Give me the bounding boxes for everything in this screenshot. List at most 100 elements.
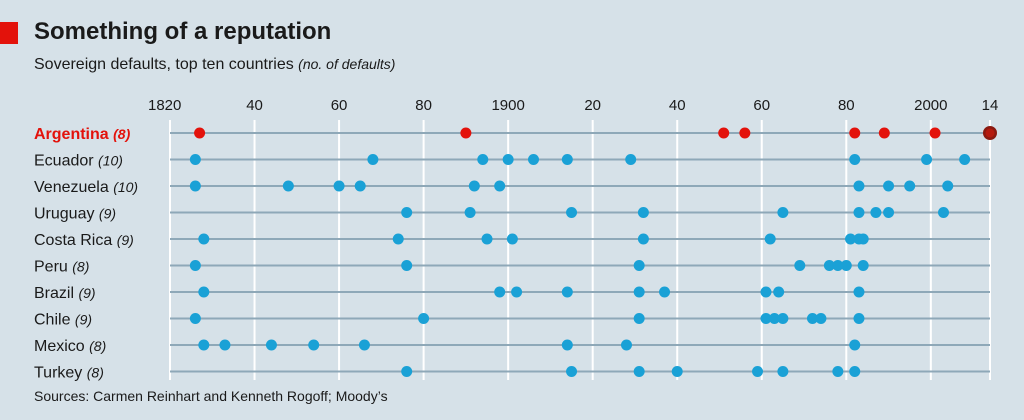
data-point xyxy=(354,180,366,192)
country-label: Turkey (8) xyxy=(34,365,104,382)
country-name: Brazil xyxy=(34,285,78,302)
data-point xyxy=(752,366,764,377)
gridlines xyxy=(169,120,991,380)
source-note: Sources: Carmen Reinhart and Kenneth Rog… xyxy=(34,388,388,404)
data-point xyxy=(857,260,869,271)
data-point xyxy=(883,207,895,218)
data-point xyxy=(198,233,210,245)
data-point xyxy=(189,180,201,192)
data-point xyxy=(853,286,865,298)
data-point xyxy=(760,286,772,298)
data-point xyxy=(849,154,861,165)
data-point xyxy=(566,366,578,377)
data-point xyxy=(194,127,206,139)
data-point xyxy=(853,207,865,218)
data-point xyxy=(637,233,649,245)
x-tick-label: 80 xyxy=(838,97,855,114)
country-labels: Argentina (8) Ecuador (10) Venezuela (10) U… xyxy=(34,126,138,382)
country-label: Venezuela (10) xyxy=(34,179,138,196)
data-point xyxy=(367,154,379,165)
row-lines xyxy=(170,132,990,373)
data-point xyxy=(849,339,861,351)
country-label: Ecuador (10) xyxy=(34,153,123,170)
x-tick-label: 60 xyxy=(753,97,770,114)
data-point xyxy=(857,233,869,245)
default-count: (9) xyxy=(75,312,92,328)
data-point xyxy=(481,233,493,245)
subtitle-text: Sovereign defaults, top ten countries xyxy=(34,56,294,73)
data-point xyxy=(739,127,751,139)
data-point xyxy=(464,207,476,218)
default-count: (9) xyxy=(99,206,116,222)
x-tick-label: 80 xyxy=(415,97,432,114)
data-point xyxy=(219,339,231,351)
data-point xyxy=(625,154,637,165)
data-point xyxy=(773,286,785,298)
brand-accent-bar xyxy=(0,22,18,44)
country-label: Argentina (8) xyxy=(34,126,131,143)
data-point xyxy=(198,339,210,351)
data-point xyxy=(870,207,882,218)
chart-subtitle: Sovereign defaults, top ten countries (n… xyxy=(34,56,395,74)
default-count: (9) xyxy=(117,232,134,248)
country-label: Chile (9) xyxy=(34,312,92,329)
default-count: (8) xyxy=(113,126,130,142)
data-point xyxy=(561,154,573,165)
data-point xyxy=(883,180,895,192)
data-point xyxy=(823,260,835,271)
data-point xyxy=(633,366,645,377)
data-point xyxy=(929,127,941,139)
data-point xyxy=(494,180,506,192)
country-name: Mexico xyxy=(34,338,89,355)
data-point xyxy=(764,233,776,245)
data-point xyxy=(358,339,370,351)
data-point xyxy=(401,366,413,377)
data-point xyxy=(561,286,573,298)
data-point xyxy=(637,207,649,218)
subtitle-unit: (no. of defaults) xyxy=(298,56,396,72)
data-point xyxy=(777,366,789,377)
data-point xyxy=(904,180,916,192)
data-point xyxy=(921,154,933,165)
data-point xyxy=(985,128,995,138)
data-point xyxy=(768,313,780,324)
chart-title: Something of a reputation xyxy=(34,18,332,45)
country-label: Mexico (8) xyxy=(34,338,106,355)
data-point xyxy=(506,233,518,245)
data-point xyxy=(633,286,645,298)
data-points xyxy=(189,126,997,377)
x-tick-label: 40 xyxy=(669,97,686,114)
data-point xyxy=(853,180,865,192)
data-point xyxy=(418,313,430,324)
x-tick-label: 2000 xyxy=(914,97,947,114)
data-point xyxy=(561,339,573,351)
data-point xyxy=(620,339,632,351)
data-point xyxy=(502,154,514,165)
data-point xyxy=(333,180,345,192)
country-name: Uruguay xyxy=(34,206,99,223)
data-point xyxy=(189,154,201,165)
data-point xyxy=(794,260,806,271)
x-tick-label: 14 xyxy=(982,97,999,114)
data-point xyxy=(806,313,818,324)
country-name: Turkey xyxy=(34,365,87,382)
default-count: (9) xyxy=(78,285,95,301)
data-point xyxy=(566,207,578,218)
data-point xyxy=(265,339,277,351)
data-point xyxy=(832,260,844,271)
data-point xyxy=(849,366,861,377)
country-label: Brazil (9) xyxy=(34,285,96,302)
data-point xyxy=(777,313,789,324)
data-point xyxy=(938,207,950,218)
data-point xyxy=(189,260,201,271)
country-name: Ecuador xyxy=(34,153,98,170)
data-point xyxy=(959,154,971,165)
data-point xyxy=(308,339,320,351)
data-point xyxy=(718,127,730,139)
x-tick-label: 40 xyxy=(246,97,263,114)
data-point xyxy=(849,127,861,139)
default-count: (8) xyxy=(89,338,106,354)
x-tick-label: 60 xyxy=(331,97,348,114)
data-point xyxy=(494,286,506,298)
